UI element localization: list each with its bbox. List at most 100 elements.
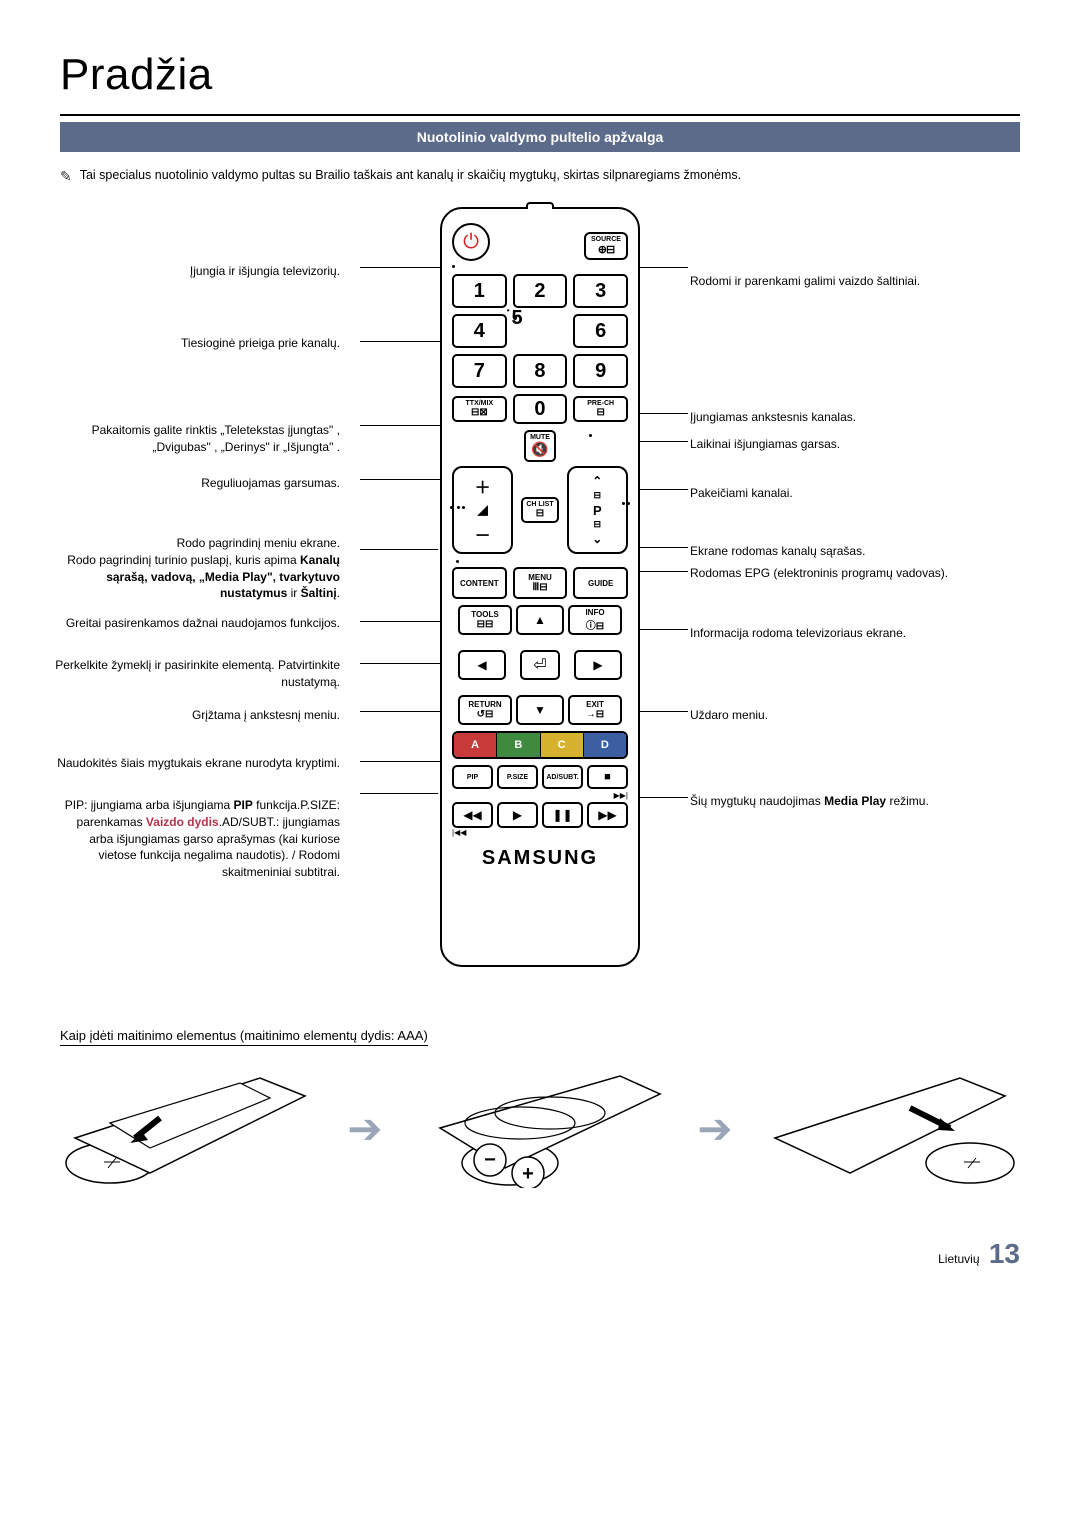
callout-left: Grįžtama į ankstesnį meniu. bbox=[50, 707, 340, 724]
tools-icon: ⊟⊟ bbox=[460, 619, 510, 630]
battery-row: ➔ − + ➔ bbox=[60, 1068, 1020, 1188]
leader-line bbox=[360, 621, 448, 622]
number-3-button[interactable]: 3 bbox=[573, 274, 628, 308]
chlist-label: CH LIST bbox=[526, 501, 553, 508]
play-button[interactable]: ▶ bbox=[497, 802, 538, 828]
number-7-button[interactable]: 7 bbox=[452, 354, 507, 388]
braille-dots-left bbox=[450, 496, 465, 514]
number-6-button[interactable]: 6 bbox=[573, 314, 628, 348]
vol-icon: ◢ bbox=[478, 502, 488, 518]
power-button[interactable]: ⏻ bbox=[452, 223, 490, 261]
callout-right: Uždaro meniu. bbox=[690, 707, 1000, 724]
exit-label: EXIT bbox=[570, 700, 620, 709]
callout-right: Rodomas EPG (elektroninis programų vadov… bbox=[690, 565, 1000, 582]
stop-button[interactable]: ■ bbox=[587, 765, 628, 789]
number-8-button[interactable]: 8 bbox=[513, 354, 568, 388]
vol-ch-row: ＋ ◢ － CH LIST ⊟ ⌃ ⊟ P ⊟ ⌄ bbox=[452, 466, 628, 554]
callout-left: Greitai pasirenkamos dažnai naudojamos f… bbox=[50, 615, 340, 632]
callout-right: Informacija rodoma televizoriaus ekrane. bbox=[690, 625, 1000, 642]
note-text: Tai specialus nuotolinio valdymo pultas … bbox=[80, 168, 741, 182]
ir-window bbox=[526, 202, 554, 209]
rewind-button[interactable]: ◀◀ bbox=[452, 802, 493, 828]
exit-button[interactable]: EXIT →⊟ bbox=[568, 695, 622, 725]
dpad-right[interactable]: ▶ bbox=[574, 650, 622, 680]
number-2-button[interactable]: 2 bbox=[513, 274, 568, 308]
callout-left: PIP: įjungiama arba išjungiama PIP funkc… bbox=[50, 797, 340, 881]
source-button[interactable]: SOURCE ⊕⊟ bbox=[584, 232, 628, 260]
dpad: TOOLS ⊟⊟ ▲ INFO ⓘ⊟ ◀ ⏎ ▶ RETURN ↺⊟ ▼ EXI… bbox=[452, 605, 628, 725]
tools-button[interactable]: TOOLS ⊟⊟ bbox=[458, 605, 512, 635]
content-button[interactable]: CONTENT bbox=[452, 567, 507, 599]
channel-rocker[interactable]: ⌃ ⊟ P ⊟ ⌄ bbox=[567, 466, 628, 554]
callout-left: Naudokitės šiais mygtukais ekrane nurody… bbox=[50, 755, 340, 772]
callout-left: Pakaitomis galite rinktis „Teletekstas į… bbox=[50, 422, 340, 456]
leader-line bbox=[360, 425, 448, 426]
menu-button[interactable]: MENU Ⅲ⊟ bbox=[513, 567, 568, 599]
braille-dots bbox=[452, 265, 490, 268]
pause-button[interactable]: ❚❚ bbox=[542, 802, 583, 828]
adsubt-button[interactable]: AD/SUBT. bbox=[542, 765, 583, 789]
arrow-icon: ➔ bbox=[697, 1104, 732, 1153]
pip-button[interactable]: PIP bbox=[452, 765, 493, 789]
callout-right: Įjungiamas ankstesnis kanalas. bbox=[690, 409, 1000, 426]
arrow-icon: ➔ bbox=[347, 1104, 382, 1153]
vol-up-icon: ＋ bbox=[475, 474, 491, 498]
source-label: SOURCE bbox=[590, 236, 622, 243]
forward-button[interactable]: ▶▶ bbox=[587, 802, 628, 828]
color-key-c[interactable]: C bbox=[541, 733, 584, 757]
source-icon: ⊕⊟ bbox=[590, 243, 622, 256]
battery-step-2: − + bbox=[410, 1068, 670, 1188]
prech-label: PRE-CH bbox=[577, 400, 624, 407]
ttx-button[interactable]: TTX/MIX ⊟⊠ bbox=[452, 396, 507, 422]
callout-left: Reguliuojamas garsumas. bbox=[50, 475, 340, 492]
footer-lang: Lietuvių bbox=[938, 1252, 979, 1266]
info-button[interactable]: INFO ⓘ⊟ bbox=[568, 605, 622, 635]
number-9-button[interactable]: 9 bbox=[573, 354, 628, 388]
color-key-d[interactable]: D bbox=[584, 733, 626, 757]
leader-line bbox=[360, 267, 448, 268]
braille-dots bbox=[589, 434, 592, 437]
zero-button[interactable]: 0 bbox=[513, 394, 568, 424]
callout-right: Pakeičiami kanalai. bbox=[690, 485, 1000, 502]
number-1-button[interactable]: 1 bbox=[452, 274, 507, 308]
chlist-button[interactable]: CH LIST ⊟ bbox=[521, 497, 558, 523]
menu-label: MENU bbox=[517, 573, 564, 582]
braille-dots bbox=[456, 560, 459, 563]
color-key-b[interactable]: B bbox=[497, 733, 540, 757]
content-label: CONTENT bbox=[456, 579, 503, 588]
dpad-down[interactable]: ▼ bbox=[516, 695, 564, 725]
dpad-up[interactable]: ▲ bbox=[516, 605, 564, 635]
menu-row: CONTENT MENU Ⅲ⊟ GUIDE bbox=[452, 567, 628, 599]
top-row: ⏻ SOURCE ⊕⊟ bbox=[452, 223, 628, 268]
guide-button[interactable]: GUIDE bbox=[573, 567, 628, 599]
callout-right: Rodomi ir parenkami galimi vaizdo šaltin… bbox=[690, 273, 1000, 290]
braille-dots-right bbox=[622, 502, 630, 505]
section-heading: Nuotolinio valdymo pultelio apžvalga bbox=[60, 122, 1020, 152]
number-5-button[interactable]: 5 bbox=[513, 316, 517, 320]
guide-label: GUIDE bbox=[577, 579, 624, 588]
callout-left: Rodo pagrindinį meniu ekrane.Rodo pagrin… bbox=[50, 535, 340, 602]
return-button[interactable]: RETURN ↺⊟ bbox=[458, 695, 512, 725]
color-key-a[interactable]: A bbox=[454, 733, 497, 757]
title-rule bbox=[60, 114, 1020, 116]
callout-right: Šių mygtukų naudojimas Media Play režimu… bbox=[690, 793, 1000, 810]
info-icon: ⓘ⊟ bbox=[570, 617, 620, 632]
brand-logo: SAMSUNG bbox=[452, 847, 628, 870]
media-row: ◀◀ ▶ ❚❚ ▶▶ bbox=[452, 802, 628, 828]
prech-button[interactable]: PRE-CH ⊟ bbox=[573, 396, 628, 422]
leader-line bbox=[360, 711, 448, 712]
dpad-left[interactable]: ◀ bbox=[458, 650, 506, 680]
callout-right: Ekrane rodomas kanalų sąrašas. bbox=[690, 543, 1000, 560]
number-grid: 123 4 5 6 789 bbox=[452, 274, 628, 388]
dpad-enter[interactable]: ⏎ bbox=[520, 650, 560, 680]
number-4-button[interactable]: 4 bbox=[452, 314, 507, 348]
ch-down-icon: ⌄ bbox=[592, 532, 602, 546]
color-keys-row: ABCD bbox=[452, 731, 628, 759]
mute-button[interactable]: MUTE 🔇 bbox=[524, 430, 556, 462]
psize-button[interactable]: P.SIZE bbox=[497, 765, 538, 789]
leader-line bbox=[360, 761, 448, 762]
battery-heading: Kaip įdėti maitinimo elementus (maitinim… bbox=[60, 1028, 428, 1046]
page-title: Pradžia bbox=[60, 50, 1020, 100]
svg-text:−: − bbox=[484, 1149, 496, 1171]
mute-label: MUTE bbox=[530, 434, 550, 441]
